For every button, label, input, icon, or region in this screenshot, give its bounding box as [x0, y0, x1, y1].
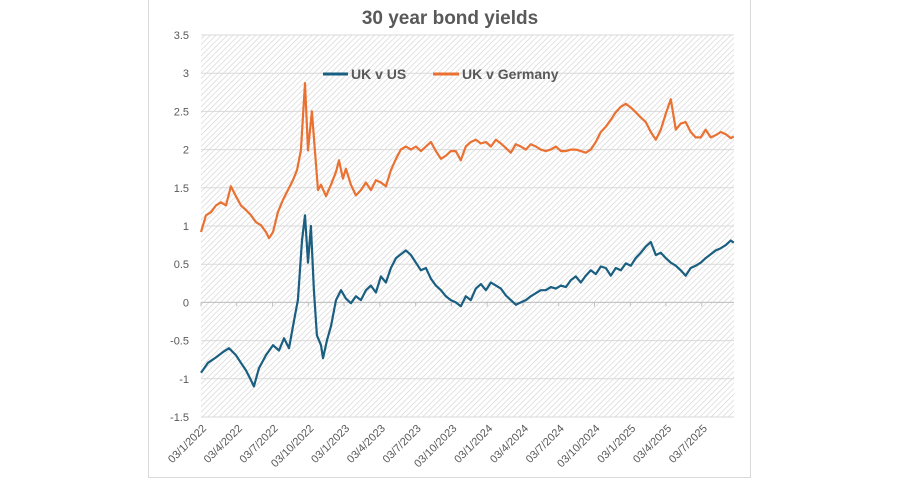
y-tick-label: 2 — [183, 145, 189, 157]
series-lines — [199, 81, 735, 388]
y-tick-label: 1 — [183, 221, 189, 233]
y-axis-ticks: 3.5 3 2.5 2 1.5 1 0.5 0 -0.5 -1 -1.5 — [170, 30, 189, 424]
x-tick-label: 03/7/2025 — [667, 423, 710, 466]
chart-svg: 3.5 3 2.5 2 1.5 1 0.5 0 -0.5 -1 -1.5 03/1/202203/4… — [166, 8, 735, 470]
legend: UK v US UK v Germany — [323, 66, 559, 82]
series-line-uk-v-us — [200, 214, 735, 388]
legend-item-uk-v-germany: UK v Germany — [433, 66, 559, 82]
legend-label-uk-v-germany: UK v Germany — [462, 66, 559, 82]
chart-title: 30 year bond yields — [362, 8, 538, 29]
y-tick-label: 3.5 — [174, 30, 189, 42]
x-axis — [200, 301, 734, 307]
y-tick-label: -1 — [179, 374, 189, 386]
y-tick-label: 3 — [183, 68, 189, 80]
series-line-uk-v-germany — [199, 81, 735, 240]
y-tick-label: 2.5 — [174, 106, 189, 118]
y-tick-label: -1.5 — [170, 412, 189, 424]
y-tick-label: 0 — [183, 297, 189, 309]
legend-item-uk-v-us: UK v US — [323, 66, 406, 82]
legend-label-uk-v-us: UK v US — [351, 66, 406, 82]
y-tick-label: 1.5 — [174, 183, 189, 195]
y-tick-label: 0.5 — [174, 259, 189, 271]
y-tick-label: -0.5 — [170, 336, 189, 348]
x-axis-ticks: 03/1/202203/4/202203/7/202203/10/202203/… — [166, 423, 710, 470]
chart-frame: 3.5 3 2.5 2 1.5 1 0.5 0 -0.5 -1 -1.5 03/1/2022 03/4… — [148, 0, 751, 478]
